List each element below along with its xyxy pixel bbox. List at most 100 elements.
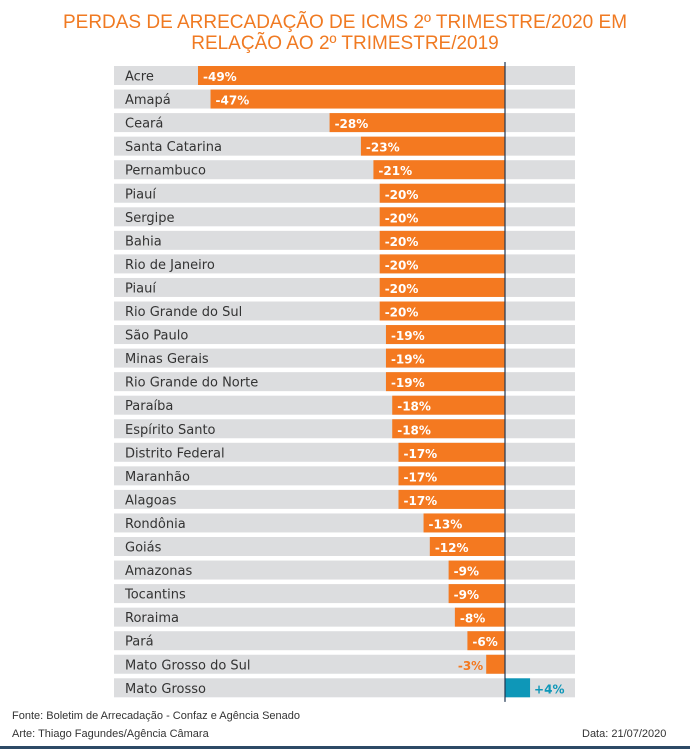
bar xyxy=(360,136,505,156)
row-background xyxy=(114,631,575,651)
category-label: Pará xyxy=(125,635,154,650)
category-label: Tocantins xyxy=(124,588,186,603)
category-label: Espírito Santo xyxy=(125,423,216,438)
category-label: Piauí xyxy=(125,187,156,202)
value-label: -20% xyxy=(385,235,419,249)
value-label: -20% xyxy=(385,258,419,272)
value-label: -23% xyxy=(366,141,400,155)
value-label: -21% xyxy=(378,164,412,178)
value-label: -9% xyxy=(454,565,479,579)
category-label: Mato Grosso xyxy=(125,682,206,697)
row-background xyxy=(114,207,575,227)
category-label: Sergipe xyxy=(125,211,174,226)
category-label: Rondônia xyxy=(125,517,186,532)
bar xyxy=(392,419,505,439)
value-label: -17% xyxy=(403,494,437,508)
bar xyxy=(379,230,505,250)
bar xyxy=(398,442,505,462)
category-label: Maranhão xyxy=(125,470,190,485)
bar xyxy=(379,207,505,227)
bar xyxy=(398,466,505,486)
value-label: -20% xyxy=(385,211,419,225)
category-label: Rio de Janeiro xyxy=(125,258,215,273)
category-label: São Paulo xyxy=(125,329,188,344)
row-background xyxy=(114,395,575,415)
chart-title-line-1: PERDAS DE ARRECADAÇÃO DE ICMS 2º TRIMEST… xyxy=(62,12,628,33)
category-label: Rio Grande do Sul xyxy=(125,305,242,320)
category-label: Amazonas xyxy=(125,564,193,579)
value-label: -6% xyxy=(472,635,497,649)
bar xyxy=(448,584,505,604)
footer-date: Data: 21/07/2020 xyxy=(582,728,667,740)
chart-title: PERDAS DE ARRECADAÇÃO DE ICMS 2º TRIMEST… xyxy=(0,12,690,54)
category-label: Ceará xyxy=(125,117,163,132)
bar xyxy=(454,607,505,627)
bar xyxy=(329,113,505,133)
value-label: -18% xyxy=(397,423,431,437)
bottom-rule xyxy=(0,746,690,749)
bar xyxy=(379,254,505,274)
category-label: Alagoas xyxy=(125,493,177,508)
category-label: Distrito Federal xyxy=(125,446,225,461)
bar xyxy=(385,372,505,392)
category-label: Mato Grosso do Sul xyxy=(125,658,251,673)
bar xyxy=(429,537,505,556)
row-background xyxy=(114,537,575,556)
value-label: -19% xyxy=(391,329,425,343)
category-label: Bahia xyxy=(125,234,162,249)
value-label: -3% xyxy=(458,659,483,673)
value-label: -18% xyxy=(397,400,431,414)
bar-chart: Acre -49% Amapá -47% Ceará -28% Santa Catarina… xyxy=(114,62,575,702)
value-label: -19% xyxy=(391,353,425,367)
value-label: -17% xyxy=(403,470,437,484)
row-background xyxy=(114,277,575,297)
category-label: Rio Grande do Norte xyxy=(125,376,258,391)
bar xyxy=(385,348,505,368)
value-label: -49% xyxy=(203,70,237,84)
bar xyxy=(448,560,505,580)
row-background xyxy=(114,183,575,203)
value-label: -17% xyxy=(403,447,437,461)
category-label: Roraima xyxy=(125,611,179,626)
row-background xyxy=(114,230,575,250)
bar xyxy=(379,277,505,297)
category-label: Pernambuco xyxy=(125,164,206,179)
value-label: -20% xyxy=(385,282,419,296)
bar xyxy=(210,89,505,109)
category-label: Acre xyxy=(125,70,154,85)
bar xyxy=(379,301,505,321)
row-background xyxy=(114,654,575,674)
value-label: -20% xyxy=(385,306,419,320)
category-label: Goiás xyxy=(125,541,162,556)
bar xyxy=(467,631,505,651)
value-label: +4% xyxy=(534,682,564,696)
bar xyxy=(385,325,505,345)
bar xyxy=(505,678,531,698)
value-label: -19% xyxy=(391,376,425,390)
bar xyxy=(373,160,505,180)
value-label: -8% xyxy=(460,612,485,626)
bar xyxy=(198,66,505,85)
value-label: -9% xyxy=(454,588,479,602)
row-background xyxy=(114,489,575,509)
category-label: Paraíba xyxy=(125,399,173,414)
bar xyxy=(423,513,505,533)
bar xyxy=(392,395,505,415)
chart-title-line-2: RELAÇÃO AO 2º TRIMESTRE/2019 xyxy=(191,33,499,54)
category-label: Amapá xyxy=(125,93,171,108)
footer-source: Fonte: Boletim de Arrecadação - Confaz e… xyxy=(12,710,301,722)
row-background xyxy=(114,678,575,698)
value-label: -47% xyxy=(216,94,250,108)
row-background xyxy=(114,607,575,627)
value-label: -20% xyxy=(385,188,419,202)
bar xyxy=(486,654,505,674)
value-label: -28% xyxy=(335,117,369,131)
value-label: -12% xyxy=(435,541,469,555)
category-label: Piauí xyxy=(125,281,156,296)
bar xyxy=(398,489,505,509)
category-label: Minas Gerais xyxy=(125,352,209,367)
footer-art: Arte: Thiago Fagundes/Agência Câmara xyxy=(12,728,209,740)
bar xyxy=(379,183,505,203)
value-label: -13% xyxy=(429,517,463,531)
category-label: Santa Catarina xyxy=(125,140,222,155)
